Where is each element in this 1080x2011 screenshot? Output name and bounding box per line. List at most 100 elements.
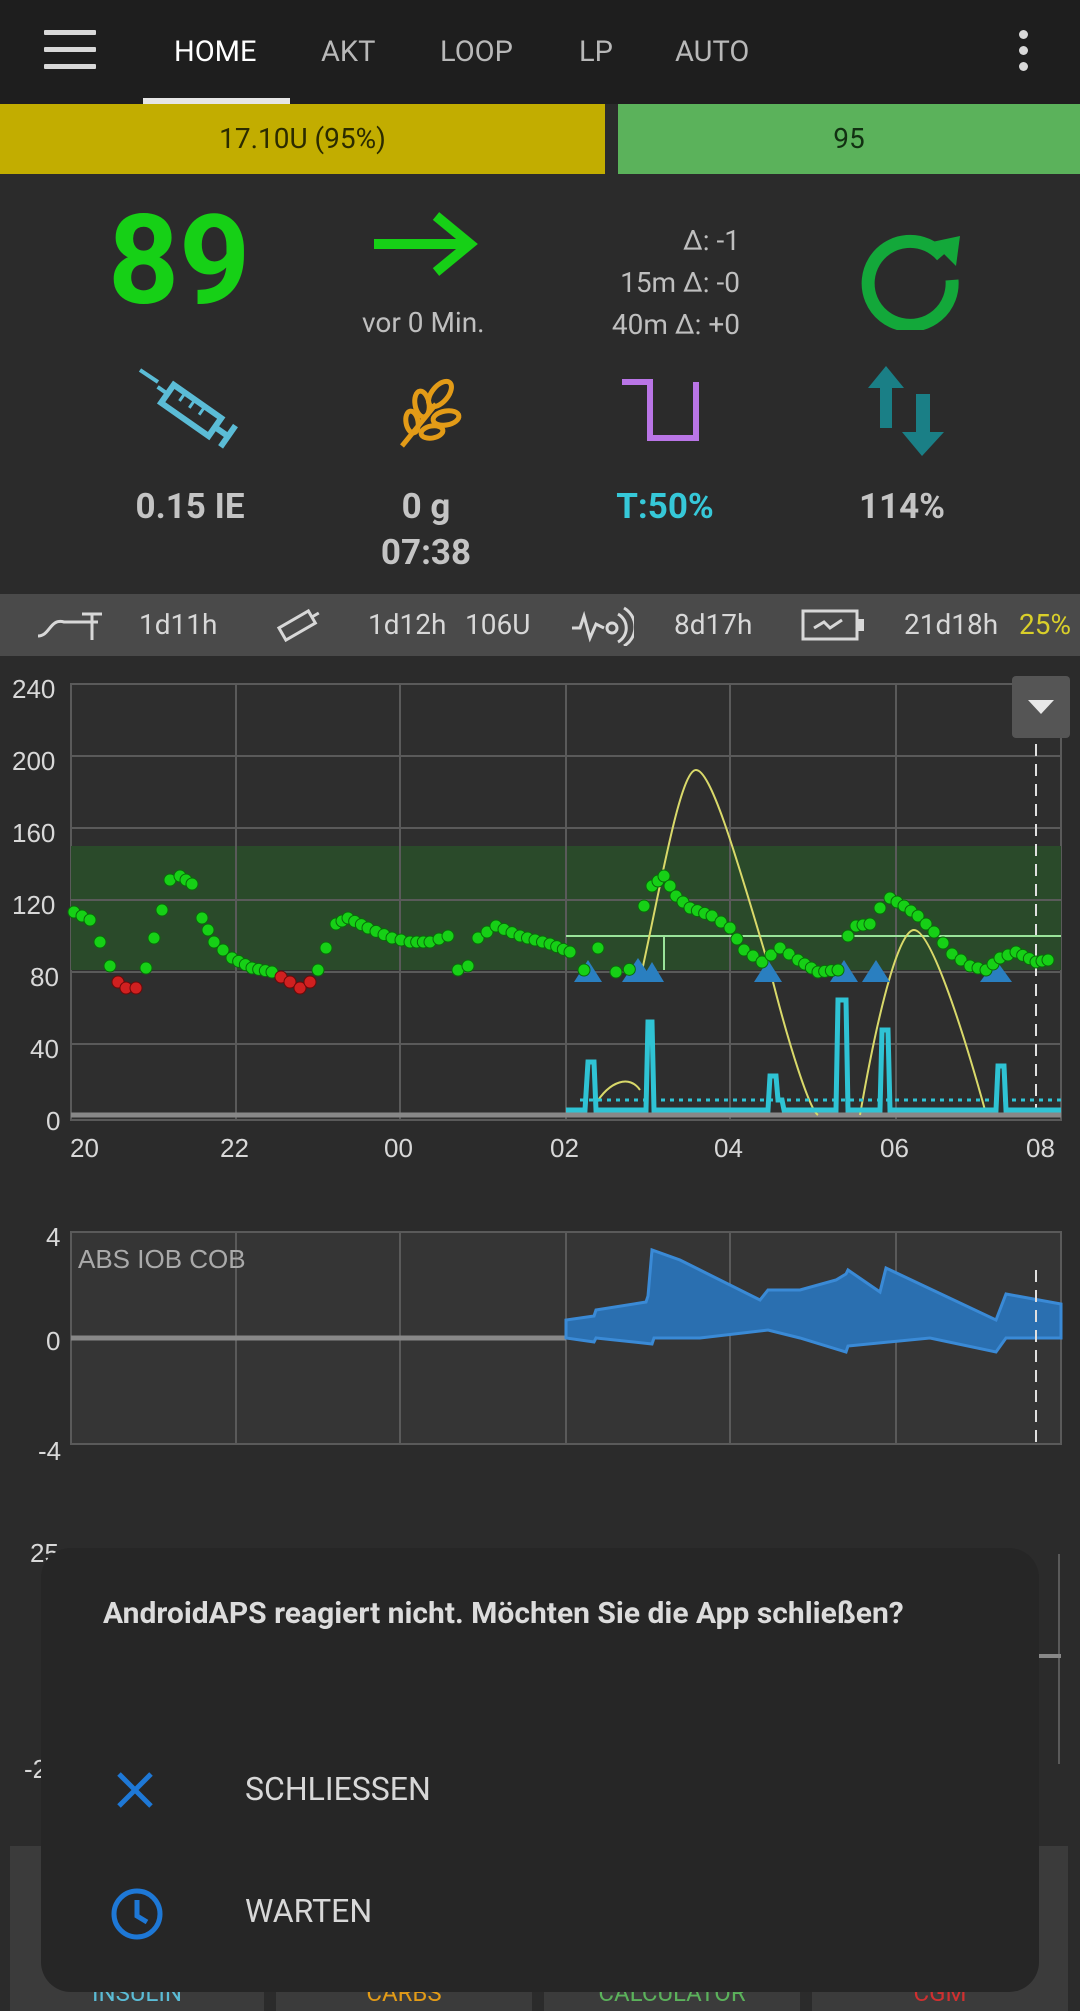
basal-line <box>566 997 1061 1113</box>
bg-reading-dot <box>195 911 209 925</box>
battery-icon <box>801 609 864 641</box>
bg-reading-dot <box>155 903 169 917</box>
iob-graph-label: ABS IOB COB <box>78 1244 246 1274</box>
bg-reading-dot <box>730 932 744 946</box>
loop-status-icon[interactable] <box>856 222 968 330</box>
bg-value: 89 <box>108 189 251 334</box>
temp-basal-value: T:50% <box>616 486 714 527</box>
bg-reading-dot <box>936 936 950 950</box>
pump-status-line: 1d11h 1d12h 106U 8d17h 21d18h 25% <box>0 594 1080 656</box>
bg-reading-dot <box>755 955 769 969</box>
tab-akt[interactable]: AKT <box>321 35 376 69</box>
tab-loop[interactable]: LOOP <box>440 35 513 69</box>
bg-reading-dot <box>622 962 636 976</box>
bg-reading-dot <box>746 949 760 963</box>
reservoir-age: 1d12h <box>368 608 447 641</box>
sensor-age: 8d17h <box>674 608 753 641</box>
bg-reading-dot <box>831 963 845 977</box>
bg-reading-dot <box>657 869 671 883</box>
y-tick: 240 <box>12 674 55 704</box>
bg-reading-dot <box>945 947 959 961</box>
clock-icon <box>111 1888 163 1940</box>
cannula-icon <box>37 612 102 640</box>
bg-reading-dot <box>283 975 297 989</box>
bg-reading-dot <box>863 917 877 931</box>
bg-reading-dot <box>461 959 475 973</box>
bg-time-ago: vor 0 Min. <box>362 306 485 339</box>
x-tick: 00 <box>384 1133 413 1163</box>
bg-reading-dot <box>103 959 117 973</box>
y-tick: 200 <box>12 746 55 776</box>
x-tick: 08 <box>1026 1133 1055 1163</box>
sensor-icon <box>572 606 634 646</box>
reservoir-status-bar[interactable]: 17.10U (95%) <box>0 104 605 174</box>
sensitivity-value: 114% <box>858 486 946 527</box>
x-tick: 02 <box>550 1133 579 1163</box>
close-icon <box>117 1772 153 1808</box>
bg-graph[interactable]: 240 200 160 120 80 40 0 20 22 00 02 04 0… <box>0 670 1080 1910</box>
hamburger-menu-icon[interactable] <box>44 30 96 74</box>
close-app-button[interactable]: SCHLIESSEN <box>41 1736 1039 1846</box>
bg-reading-dot <box>723 921 737 935</box>
reservoir-icon <box>276 608 320 643</box>
bg-reading-dot <box>129 981 143 995</box>
more-options-icon[interactable] <box>1014 30 1032 74</box>
bg-reading-dot <box>201 923 215 937</box>
top-app-bar: HOME AKT LOOP LP AUTO <box>0 0 1080 104</box>
bg-reading-dot <box>663 879 677 893</box>
bg-reading-dot <box>927 925 941 939</box>
bg-reading-dot <box>319 941 333 955</box>
bg-reading-dot <box>480 925 494 939</box>
x-tick: 20 <box>70 1133 99 1163</box>
delta-40m: 40m Δ: +0 <box>611 308 740 341</box>
tab-auto[interactable]: AUTO <box>675 35 750 69</box>
dialog-title: AndroidAPS reagiert nicht. Möchten Sie d… <box>103 1596 904 1631</box>
cob-value: 0 g <box>401 486 451 527</box>
battery-age: 21d18h <box>904 608 999 641</box>
bg-reading-dot <box>714 915 728 929</box>
bg-reading-dot <box>83 913 97 927</box>
bg-reading-dot <box>737 943 751 957</box>
x-tick: 22 <box>220 1133 249 1163</box>
bg-reading-dot <box>293 981 307 995</box>
y-tick: 40 <box>30 1034 59 1064</box>
temp-basal-icon[interactable] <box>620 376 702 444</box>
y-tick: 80 <box>30 962 59 992</box>
bg-reading-dot <box>1041 953 1055 967</box>
y-tick: -4 <box>38 1436 61 1466</box>
sensitivity-arrows-icon[interactable] <box>866 364 946 458</box>
bg-reading-dot <box>609 965 623 979</box>
bg-readings <box>67 869 1055 995</box>
battery-percent: 25% <box>1019 608 1071 641</box>
x-tick: 06 <box>880 1133 909 1163</box>
app-not-responding-dialog: AndroidAPS reagiert nicht. Möchten Sie d… <box>41 1548 1039 1992</box>
bg-reading-dot <box>93 935 107 949</box>
y-tick: 4 <box>46 1222 60 1252</box>
bg-reading-dot <box>207 935 221 949</box>
iob-area <box>564 1247 1063 1354</box>
bg-reading-dot <box>441 929 455 943</box>
bg-reading-dot <box>841 929 855 943</box>
bg-reading-dot <box>919 917 933 931</box>
cannula-age: 1d11h <box>139 608 218 641</box>
bg-reading-dot <box>782 947 796 961</box>
wait-button[interactable]: WARTEN <box>41 1858 1039 1968</box>
carbs-wheat-icon[interactable] <box>396 374 466 450</box>
y-tick: 160 <box>12 818 55 848</box>
bg-reading-dot <box>577 963 591 977</box>
dropdown-arrow-icon <box>1028 700 1054 714</box>
bg-reading-dot <box>147 931 161 945</box>
syringe-insulin-icon[interactable] <box>136 366 248 456</box>
tab-lp[interactable]: LP <box>579 35 613 69</box>
tab-home[interactable]: HOME <box>174 35 257 69</box>
sensor-status-bar[interactable]: 95 <box>618 104 1080 174</box>
trend-arrow-right-icon <box>374 212 478 276</box>
bg-reading-dot <box>705 909 719 923</box>
bg-reading-dot <box>873 901 887 915</box>
reservoir-level: 106U <box>465 608 531 641</box>
bg-reading-dot <box>139 961 153 975</box>
prediction-line <box>639 768 819 1116</box>
delta-5m: Δ: -1 <box>683 224 740 257</box>
bg-reading-dot <box>216 943 230 957</box>
y-tick: 120 <box>12 890 55 920</box>
